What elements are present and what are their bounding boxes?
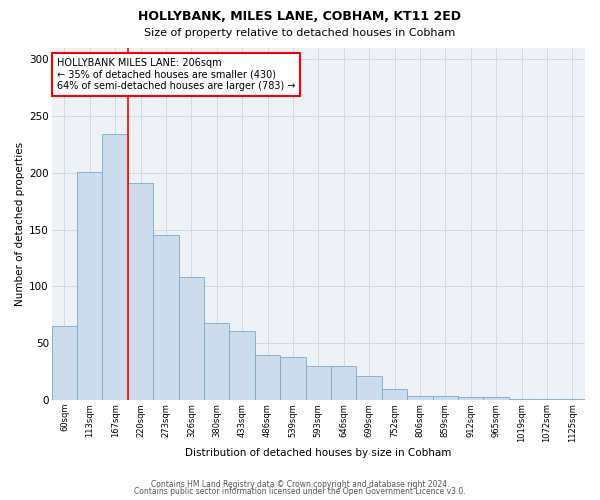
Bar xyxy=(153,235,179,400)
Bar xyxy=(305,366,331,400)
Bar xyxy=(331,366,356,400)
Bar xyxy=(382,389,407,400)
Bar xyxy=(128,183,153,400)
Text: Size of property relative to detached houses in Cobham: Size of property relative to detached ho… xyxy=(145,28,455,38)
Bar xyxy=(433,396,458,400)
Y-axis label: Number of detached properties: Number of detached properties xyxy=(15,142,25,306)
X-axis label: Distribution of detached houses by size in Cobham: Distribution of detached houses by size … xyxy=(185,448,452,458)
Bar xyxy=(560,399,585,400)
Text: Contains public sector information licensed under the Open Government Licence v3: Contains public sector information licen… xyxy=(134,487,466,496)
Bar xyxy=(52,326,77,400)
Text: Contains HM Land Registry data © Crown copyright and database right 2024.: Contains HM Land Registry data © Crown c… xyxy=(151,480,449,489)
Bar xyxy=(280,357,305,400)
Text: HOLLYBANK, MILES LANE, COBHAM, KT11 2ED: HOLLYBANK, MILES LANE, COBHAM, KT11 2ED xyxy=(139,10,461,23)
Bar xyxy=(509,399,534,400)
Bar xyxy=(103,134,128,400)
Text: HOLLYBANK MILES LANE: 206sqm
← 35% of detached houses are smaller (430)
64% of s: HOLLYBANK MILES LANE: 206sqm ← 35% of de… xyxy=(57,58,296,92)
Bar xyxy=(204,323,229,400)
Bar xyxy=(356,376,382,400)
Bar xyxy=(255,354,280,400)
Bar xyxy=(77,172,103,400)
Bar xyxy=(229,331,255,400)
Bar xyxy=(484,397,509,400)
Bar xyxy=(407,396,433,400)
Bar xyxy=(179,278,204,400)
Bar xyxy=(534,399,560,400)
Bar xyxy=(458,397,484,400)
